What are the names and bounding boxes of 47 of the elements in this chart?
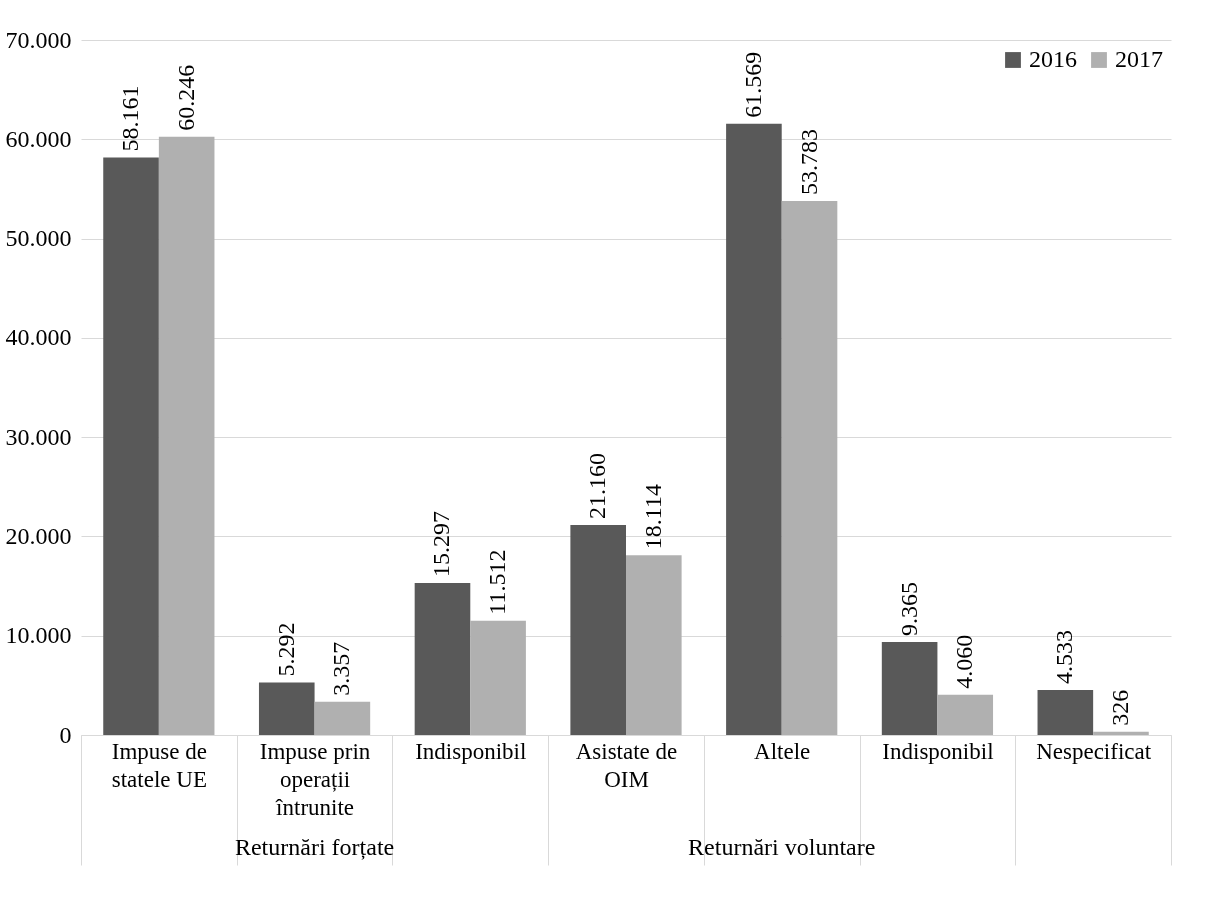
data-label: 18.114 — [639, 484, 666, 550]
bar — [470, 620, 526, 735]
x-tick-label: Impuse de statele UE — [111, 738, 207, 792]
bar — [1037, 689, 1094, 735]
legend-label: 2016 — [1029, 46, 1077, 72]
x-tick-label: Nespecificat — [1036, 738, 1152, 764]
data-label: 15.297 — [428, 511, 455, 578]
y-tick-label: 30.000 — [5, 423, 72, 450]
data-label: 9.365 — [895, 582, 922, 637]
data-label: 4.060 — [951, 634, 978, 689]
y-tick-label: 10.000 — [5, 622, 72, 649]
data-label: 326 — [1106, 689, 1133, 726]
x-tick-label: Indisponibil — [882, 738, 994, 764]
y-tick-label: 70.000 — [5, 26, 72, 53]
bar — [781, 201, 838, 735]
bar — [258, 682, 315, 735]
bar — [158, 136, 215, 735]
text: Returnări voluntare — [688, 834, 876, 860]
bar — [881, 642, 938, 735]
data-label: 11.512 — [484, 549, 511, 615]
bar — [570, 524, 626, 735]
bar — [726, 123, 782, 735]
x-tick-label: Altele — [754, 738, 811, 764]
bar — [626, 555, 682, 735]
text: Returnări forțate — [234, 834, 395, 860]
data-label: 4.533 — [1051, 629, 1078, 684]
data-label: 53.783 — [795, 129, 822, 196]
y-tick-label: 40.000 — [5, 324, 72, 351]
data-label: 21.160 — [584, 452, 611, 519]
bar — [314, 701, 371, 735]
bar — [414, 583, 471, 735]
y-tick-label: 20.000 — [5, 522, 72, 549]
data-label: 3.357 — [328, 641, 355, 696]
data-label: 58.161 — [117, 85, 144, 152]
y-tick-label: 60.000 — [5, 125, 72, 152]
data-label: 61.569 — [739, 51, 766, 118]
legend-label: 2017 — [1115, 46, 1163, 72]
data-label: 5.292 — [272, 622, 299, 677]
bar — [1093, 731, 1149, 735]
data-label: 60.246 — [172, 64, 199, 131]
y-tick-label: 50.000 — [5, 225, 72, 252]
x-tick-label: Asistate de OIM — [575, 738, 678, 792]
x-tick-label: Indisponibil — [415, 738, 527, 764]
x-tick-label: Impuse prin operații întrunite — [259, 738, 371, 820]
bar — [103, 157, 159, 735]
bar — [937, 694, 994, 735]
y-tick-label: 0 — [59, 721, 72, 748]
